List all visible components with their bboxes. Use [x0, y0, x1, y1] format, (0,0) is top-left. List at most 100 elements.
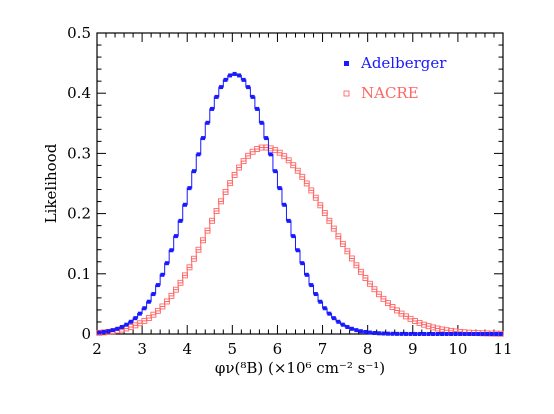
data-point-nacre [209, 217, 215, 224]
data-point-nacre [204, 227, 211, 234]
data-point-adelberger [282, 202, 287, 207]
data-point-nacre [326, 217, 333, 224]
data-point-adelberger [146, 299, 151, 304]
data-point-nacre [254, 146, 261, 152]
data-point-adelberger [97, 330, 102, 335]
data-point-nacre [163, 298, 170, 305]
data-point-adelberger [394, 331, 399, 336]
data-point-adelberger [277, 186, 282, 191]
data-point-nacre [159, 303, 166, 310]
data-point-nacre [348, 255, 355, 262]
data-point-nacre [150, 311, 157, 318]
data-point-adelberger [304, 272, 309, 277]
data-point-adelberger [336, 319, 341, 324]
data-point-nacre [245, 152, 252, 159]
data-point-adelberger [137, 311, 142, 316]
data-point-nacre [385, 300, 391, 307]
data-point-nacre [127, 324, 134, 330]
data-point-nacre [330, 225, 337, 232]
data-point-adelberger [372, 330, 377, 335]
data-point-adelberger [426, 331, 431, 336]
data-point-adelberger [101, 329, 106, 334]
data-point-adelberger [453, 331, 458, 336]
data-point-adelberger [232, 71, 237, 76]
data-point-adelberger [462, 331, 467, 336]
data-point-adelberger [404, 331, 409, 336]
data-point-nacre [308, 187, 315, 194]
data-point-nacre [195, 246, 202, 253]
y-tick-label: 0.4 [67, 84, 91, 102]
data-point-adelberger [422, 331, 427, 336]
data-point-nacre [258, 144, 265, 151]
y-tick-label: 0.5 [67, 24, 91, 42]
x-tick-label: 2 [92, 340, 102, 358]
data-point-nacre [172, 286, 179, 293]
data-point-adelberger [322, 306, 327, 311]
data-point-adelberger [164, 261, 169, 266]
data-point-adelberger [291, 234, 296, 239]
x-axis-label: φν(⁸B) (×10⁶ cm⁻² s⁻¹) [215, 359, 385, 377]
data-point-adelberger [160, 272, 165, 277]
data-point-adelberger [313, 292, 318, 297]
data-point-adelberger [309, 283, 314, 288]
data-point-nacre [357, 268, 364, 275]
x-tick-label: 11 [493, 340, 512, 358]
data-point-adelberger [498, 332, 503, 336]
legend: Adelberger NACRE [343, 54, 447, 102]
data-point-adelberger [358, 329, 363, 334]
plot-border [96, 32, 504, 335]
data-point-adelberger [106, 329, 111, 334]
data-point-adelberger [223, 77, 228, 82]
data-point-nacre [222, 189, 229, 195]
data-point-adelberger [286, 218, 291, 223]
data-point-adelberger [300, 261, 305, 266]
data-point-adelberger [264, 136, 269, 141]
data-point-nacre [182, 272, 188, 279]
data-point-nacre [371, 286, 378, 293]
data-point-nacre [227, 180, 234, 187]
data-point-nacre [132, 322, 139, 329]
x-tick-label: 6 [273, 340, 283, 358]
data-point-nacre [177, 279, 184, 286]
legend-marker-adelberger [344, 61, 349, 66]
data-point-adelberger [201, 136, 206, 141]
data-point-adelberger [440, 331, 445, 336]
data-point-adelberger [363, 329, 368, 334]
data-point-adelberger [187, 186, 192, 191]
data-point-adelberger [295, 248, 300, 253]
data-point-nacre [299, 173, 306, 180]
data-point-nacre [439, 326, 446, 333]
data-point-adelberger [259, 120, 264, 125]
x-tick-label: 5 [228, 340, 238, 358]
legend-label-adelberger: Adelberger [360, 54, 447, 72]
data-point-nacre [421, 321, 428, 328]
data-point-adelberger [367, 330, 372, 335]
data-point-adelberger [124, 322, 129, 327]
y-tick-label: 0.2 [67, 205, 91, 223]
data-point-adelberger [318, 299, 323, 304]
y-tick-label: 0.3 [67, 144, 91, 162]
x-tick-label: 9 [408, 340, 418, 358]
y-tick-label: 0.1 [67, 265, 91, 283]
data-point-adelberger [133, 316, 138, 321]
series-nacre [96, 144, 504, 337]
series-adelberger [97, 71, 503, 336]
data-point-nacre [303, 180, 310, 187]
data-point-adelberger [390, 331, 395, 336]
data-point-adelberger [255, 106, 260, 111]
data-point-nacre [375, 291, 382, 298]
x-tick-label: 10 [448, 340, 467, 358]
data-point-adelberger [376, 331, 381, 336]
data-point-nacre [186, 264, 193, 271]
legend-item-nacre: NACRE [343, 84, 419, 102]
data-point-adelberger [178, 218, 183, 223]
data-point-nacre [416, 320, 423, 326]
data-point-nacre [353, 262, 360, 269]
data-point-nacre [145, 315, 152, 321]
data-point-adelberger [169, 248, 174, 253]
y-axis-label: Likelihood [42, 143, 60, 223]
series-layer [96, 71, 504, 337]
data-point-adelberger [471, 331, 476, 336]
data-point-adelberger [246, 85, 251, 90]
